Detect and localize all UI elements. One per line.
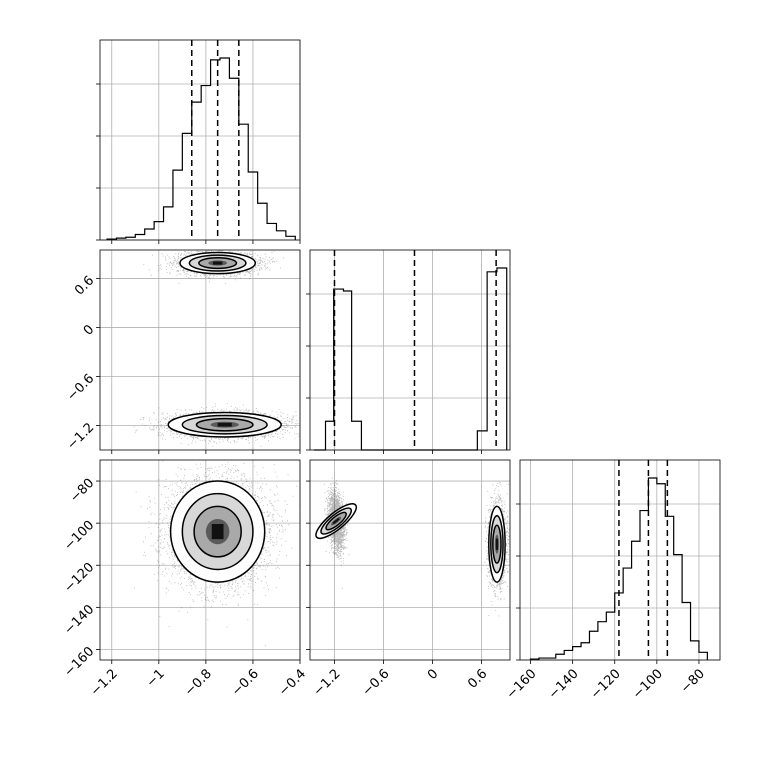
- contour-line: [193, 505, 242, 558]
- contour-line: [198, 257, 238, 270]
- contour-line: [492, 524, 502, 564]
- contour-line: [320, 507, 352, 535]
- density-peak: [495, 538, 498, 550]
- x-tick-label: −0.8: [182, 666, 215, 699]
- density-layer: [133, 250, 300, 447]
- contour-line: [488, 505, 506, 583]
- contour-line: [179, 251, 257, 275]
- x-tick-label: −1.2: [311, 666, 344, 699]
- x-tick-label: −1.2: [88, 666, 121, 699]
- x-tick-label: −140: [546, 666, 582, 702]
- contour-line: [181, 492, 254, 571]
- density-peak: [332, 517, 340, 525]
- x-tick-label: −1: [144, 666, 168, 690]
- contour-line: [169, 480, 266, 583]
- density-peak: [217, 422, 232, 427]
- panel-frame: [99, 249, 301, 451]
- y-tick-label: 0.6: [72, 273, 97, 298]
- panel-2-0: [96, 459, 301, 664]
- x-tick-label: 0: [425, 666, 441, 682]
- contour-line: [325, 511, 347, 531]
- x-tick-label: −80: [678, 666, 708, 696]
- y-tick-label: −80: [67, 476, 97, 506]
- panel-2-1: [306, 459, 511, 664]
- panel-0-0: [96, 39, 301, 244]
- histogram-1: [314, 267, 508, 451]
- contour-line: [490, 515, 504, 574]
- contour-line: [188, 254, 247, 272]
- x-tick-label: −0.4: [276, 666, 309, 699]
- panel-1-0: [96, 249, 301, 454]
- x-tick-label: −100: [630, 666, 666, 702]
- panel-frame: [519, 459, 721, 661]
- y-tick-label: −0.6: [64, 371, 97, 404]
- x-tick-label: −0.6: [360, 666, 393, 699]
- x-tick-label: 0.6: [465, 666, 490, 691]
- contour-line: [167, 411, 282, 438]
- panel-frame: [99, 459, 301, 661]
- y-tick-label: −120: [61, 560, 97, 596]
- x-tick-label: −120: [588, 666, 624, 702]
- x-tick-label: −0.6: [229, 666, 262, 699]
- density-layer: [134, 460, 300, 647]
- panel-frame: [99, 39, 301, 241]
- x-tick-label: −160: [504, 666, 540, 702]
- y-tick-label: −100: [61, 518, 97, 554]
- histogram-2: [529, 477, 708, 660]
- density-peak: [212, 261, 223, 265]
- scatter-points: [133, 403, 300, 447]
- panel-frame: [309, 249, 511, 451]
- panel-1-1: [306, 249, 511, 454]
- y-tick-label: −1.2: [64, 420, 97, 453]
- y-tick-label: 0: [81, 322, 97, 338]
- contour-line: [315, 503, 358, 540]
- histogram-0: [106, 57, 296, 240]
- y-tick-label: −160: [61, 644, 97, 680]
- contour-line: [181, 414, 268, 435]
- contour-line: [195, 417, 254, 432]
- density-peak: [211, 524, 224, 540]
- panel-2-2: [516, 459, 721, 664]
- panel-frame: [309, 459, 511, 661]
- density-layer: [315, 477, 510, 617]
- y-tick-label: −140: [61, 602, 97, 638]
- scatter-points: [322, 477, 350, 589]
